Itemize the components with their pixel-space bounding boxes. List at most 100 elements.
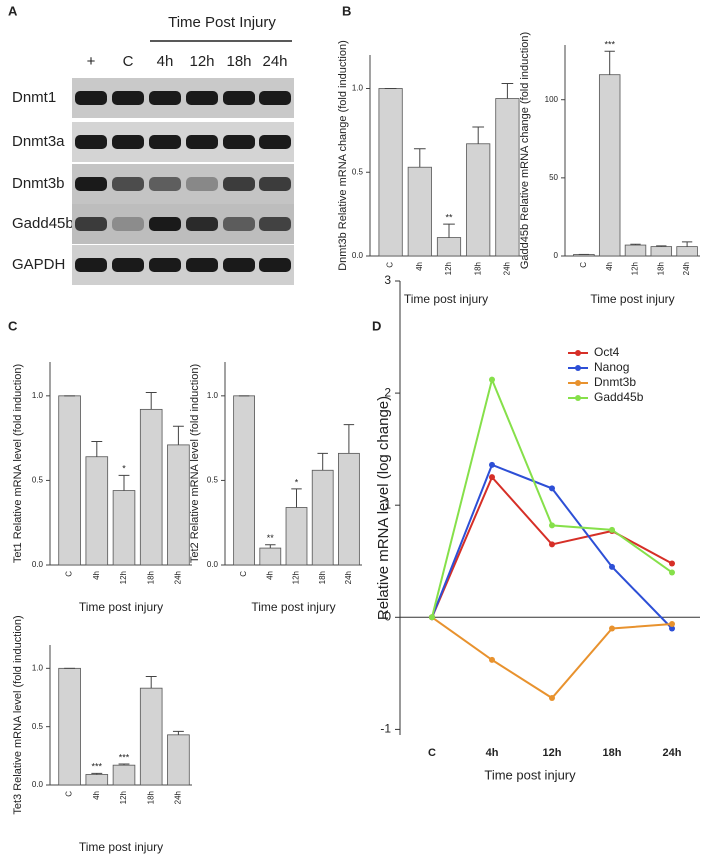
gel-band bbox=[186, 135, 218, 149]
point bbox=[489, 461, 495, 468]
y-tick-label: 0.5 bbox=[32, 476, 44, 485]
x-tick-label: 18h bbox=[656, 262, 665, 275]
x-axis-label: Time post injury bbox=[79, 600, 163, 614]
bar bbox=[112, 764, 136, 786]
gel-band bbox=[259, 177, 291, 191]
bar bbox=[624, 244, 647, 257]
gel-band bbox=[259, 258, 291, 272]
error-bar bbox=[145, 676, 157, 689]
legend-label: Gadd45b bbox=[594, 390, 644, 404]
x-tick-label: 24h bbox=[663, 747, 682, 759]
legend-label: Oct4 bbox=[594, 345, 620, 359]
bar bbox=[598, 74, 621, 257]
error-bar bbox=[172, 730, 184, 735]
gel-strip bbox=[72, 164, 294, 204]
x-tick-label: 4h bbox=[486, 747, 499, 759]
gel-band bbox=[75, 135, 107, 149]
y-tick-label: 50 bbox=[549, 173, 558, 182]
legend-label: Nanog bbox=[594, 360, 629, 374]
error-bar bbox=[317, 452, 328, 471]
y-axis-label: Relative mRNA level (log change) bbox=[375, 396, 392, 620]
gel-band bbox=[223, 135, 255, 149]
bar bbox=[259, 547, 282, 566]
gel-band bbox=[75, 177, 107, 191]
y-tick-label: -1 bbox=[380, 722, 391, 736]
y-tick-label: 0.5 bbox=[207, 476, 219, 485]
bar bbox=[338, 452, 360, 566]
x-tick-label: 18h bbox=[146, 571, 155, 584]
series-line bbox=[431, 376, 673, 618]
error-bar bbox=[118, 763, 130, 766]
error-bar bbox=[604, 50, 615, 75]
x-tick-label: 4h bbox=[92, 791, 101, 800]
row-label: Dnmt3a bbox=[12, 133, 65, 150]
bar bbox=[58, 667, 81, 786]
y-tick-label: 0.0 bbox=[32, 780, 44, 789]
error-bar bbox=[118, 474, 130, 491]
panel-label: C bbox=[8, 318, 18, 333]
gel-band bbox=[112, 258, 144, 272]
y-tick-label: 0.0 bbox=[32, 560, 44, 569]
lane-label: C bbox=[123, 53, 134, 70]
error-bar bbox=[681, 241, 693, 247]
x-tick-label: 12h bbox=[292, 571, 301, 584]
row-label: GAPDH bbox=[12, 256, 65, 273]
x-axis-label: Time post injury bbox=[251, 600, 335, 614]
gel-band bbox=[186, 91, 218, 105]
y-axis-label: Tet2 Relative mRNA level (fold induction… bbox=[189, 364, 201, 563]
bar bbox=[139, 687, 163, 786]
gel-strip bbox=[72, 122, 294, 162]
gel-band bbox=[223, 91, 255, 105]
significance: *** bbox=[604, 40, 615, 50]
lane-label: 12h bbox=[189, 53, 214, 70]
legend-marker bbox=[575, 365, 581, 371]
gel-strip bbox=[72, 245, 294, 285]
significance: * bbox=[295, 477, 299, 487]
y-axis-label: Tet3 Relative mRNA level (fold induction… bbox=[12, 615, 24, 814]
lane-label: + bbox=[87, 53, 96, 70]
lane-label: 4h bbox=[157, 53, 174, 70]
y-axis-label: Gadd45b Relative mRNA change (fold induc… bbox=[519, 32, 531, 269]
bar bbox=[285, 507, 308, 566]
bar bbox=[85, 456, 109, 566]
x-tick-label: C bbox=[386, 262, 395, 268]
lane-label: 24h bbox=[262, 53, 287, 70]
bar bbox=[407, 166, 432, 257]
lane-label: 18h bbox=[226, 53, 251, 70]
error-bar bbox=[472, 126, 485, 144]
bar bbox=[676, 246, 698, 257]
legend-marker bbox=[575, 350, 581, 356]
row-label: Gadd45b bbox=[12, 215, 74, 232]
x-tick-label: C bbox=[239, 571, 248, 577]
significance: *** bbox=[92, 762, 103, 772]
error-bar bbox=[443, 223, 455, 238]
error-bar bbox=[91, 772, 103, 775]
point bbox=[609, 526, 615, 533]
bar bbox=[233, 395, 255, 566]
row-label: Dnmt3b bbox=[12, 175, 65, 192]
y-tick-label: 1 bbox=[384, 497, 391, 511]
point bbox=[489, 474, 495, 481]
y-axis-label: Tet1 Relative mRNA level (fold induction… bbox=[12, 364, 24, 563]
point bbox=[549, 695, 555, 702]
point bbox=[609, 563, 615, 570]
gel-band bbox=[149, 91, 181, 105]
bar bbox=[650, 246, 673, 257]
y-tick-label: 0 bbox=[554, 251, 559, 260]
x-tick-label: 18h bbox=[473, 262, 482, 275]
y-axis-label: Dnmt3b Relative mRNA change (fold induct… bbox=[337, 40, 349, 271]
x-tick-label: 12h bbox=[543, 747, 562, 759]
bar bbox=[85, 774, 109, 786]
x-axis-label: Time post injury bbox=[590, 292, 674, 306]
x-axis-label: Time post injury bbox=[484, 767, 576, 782]
bar bbox=[311, 469, 334, 566]
error-bar bbox=[91, 441, 103, 457]
y-tick-label: 1.0 bbox=[32, 663, 44, 672]
x-tick-label: 4h bbox=[415, 262, 424, 271]
gel-band bbox=[223, 217, 255, 231]
bar bbox=[139, 408, 163, 566]
y-tick-label: 1.0 bbox=[207, 391, 219, 400]
bar bbox=[167, 734, 190, 786]
gel-band bbox=[223, 177, 255, 191]
